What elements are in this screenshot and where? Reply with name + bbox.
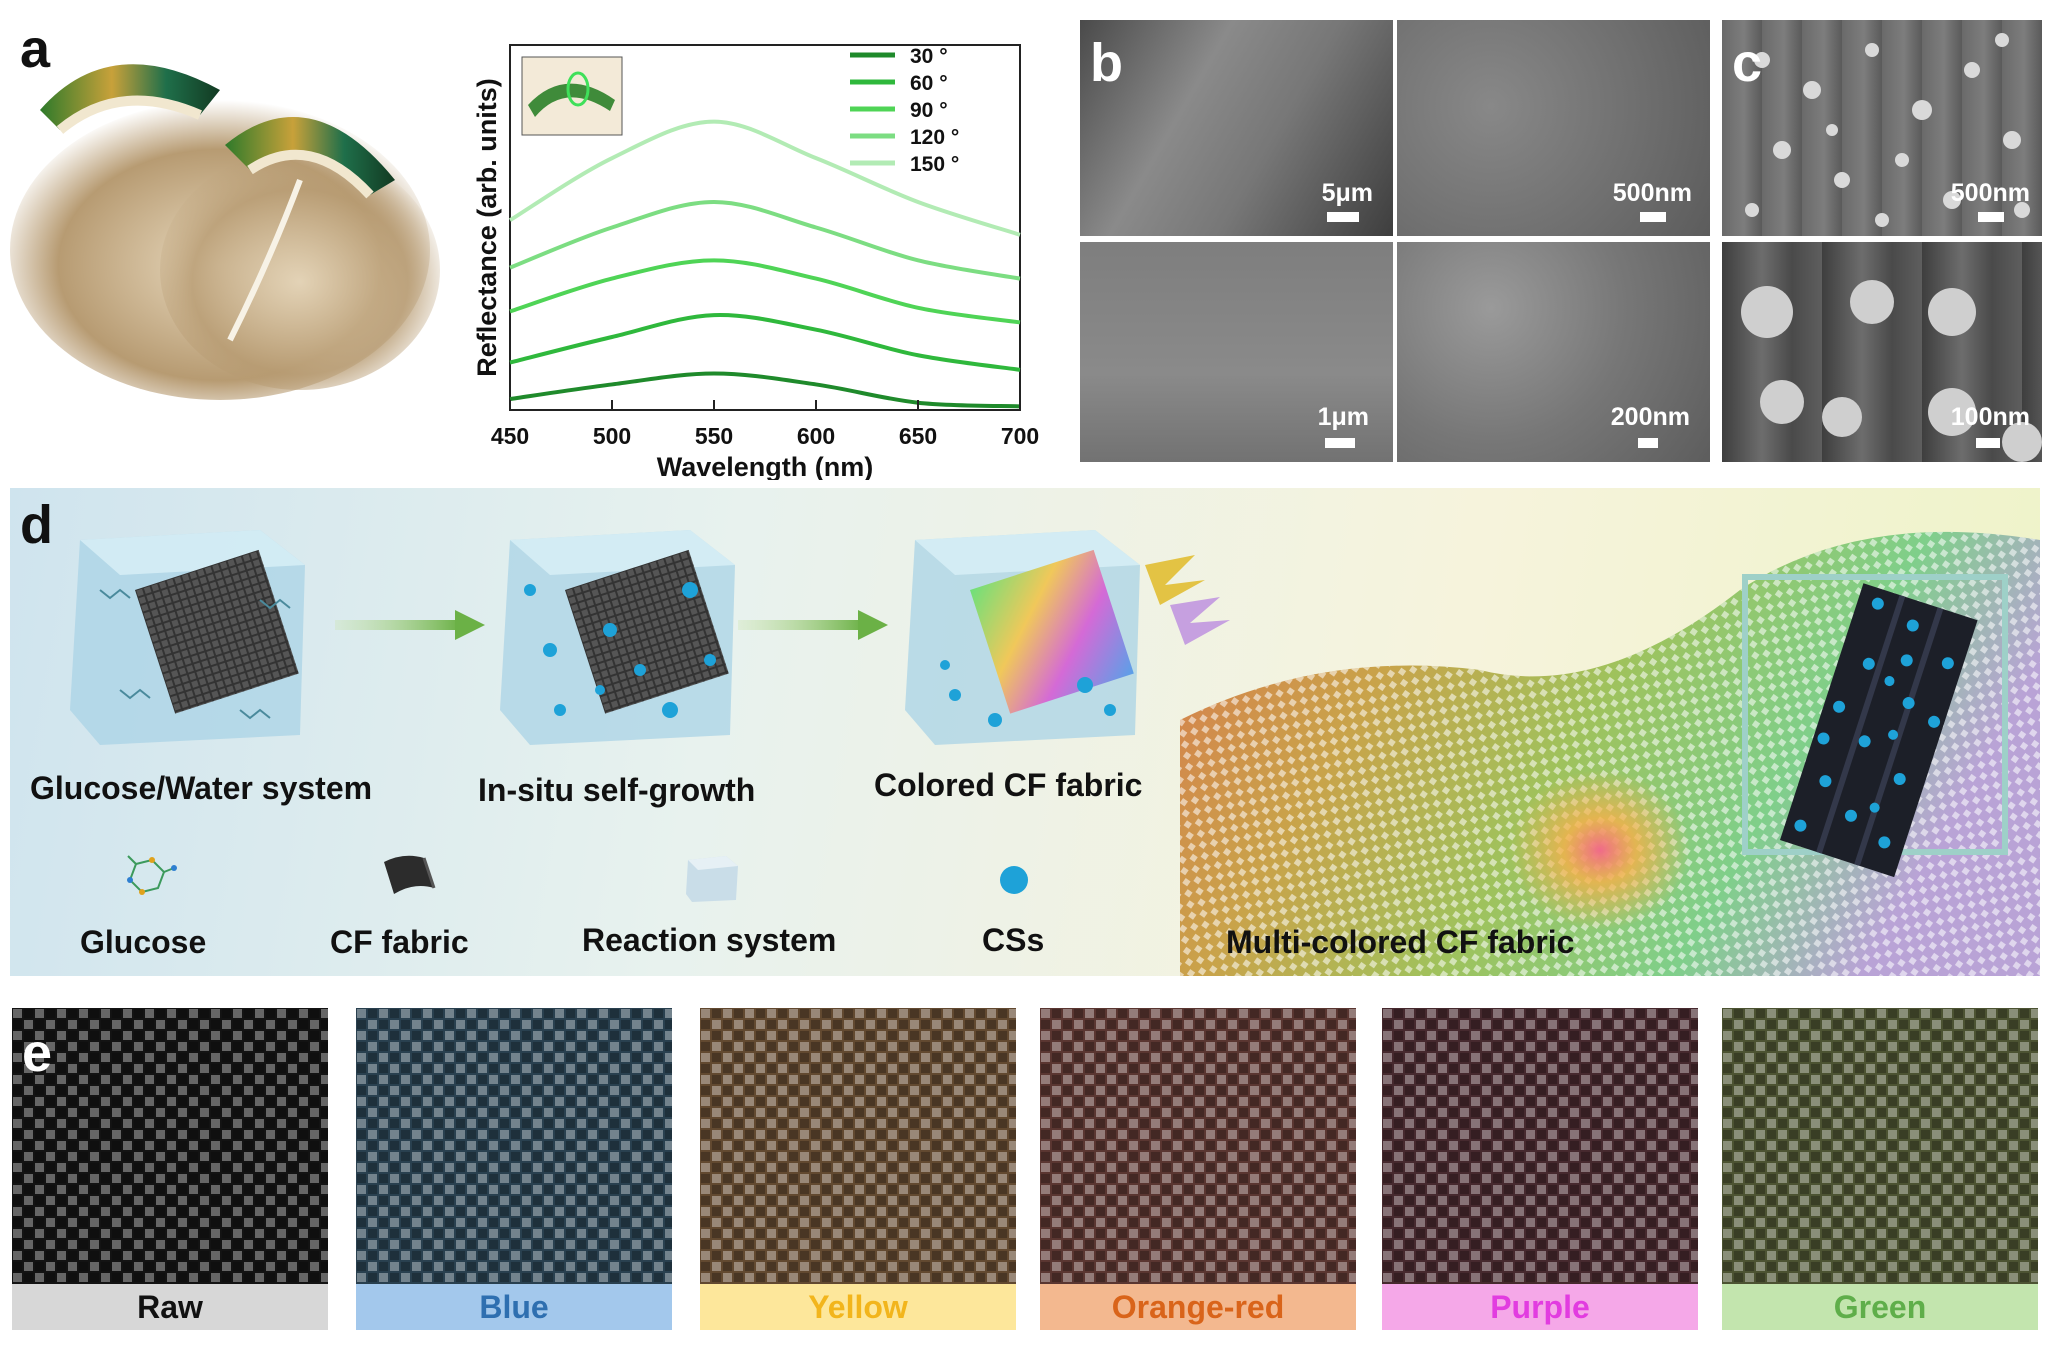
fabric-weave <box>12 1008 328 1284</box>
legend-label-90: 90 ° <box>910 99 948 122</box>
multicolor-fabric-label: Multi-colored CF fabric <box>1226 924 1575 960</box>
sem-b-2: 500nm <box>1397 20 1710 236</box>
inset-feather-shape <box>528 83 615 117</box>
sem-c-2: 100nm <box>1722 242 2042 462</box>
series-line-60 <box>509 313 1021 372</box>
x-tick-label: 500 <box>593 423 631 449</box>
series-line-120 <box>509 199 1021 281</box>
fabric-tiles-row: Raw Blue Yellow Orange-red Purple Green <box>0 1008 2048 1334</box>
x-axis-label: Wavelength (nm) <box>657 452 874 480</box>
x-tick-label: 600 <box>797 423 835 449</box>
fabric-caption: Purple <box>1382 1284 1698 1330</box>
panel-label-a: a <box>20 19 51 79</box>
legend-label-30: 30 ° <box>910 45 948 68</box>
fabric-weave <box>700 1008 1016 1284</box>
legend-label-120: 120 ° <box>910 126 959 149</box>
series-line-150 <box>508 119 1021 237</box>
inset-highlight-ring <box>566 71 590 107</box>
panel-label-b: b <box>1090 33 1123 93</box>
x-tick-label: 650 <box>899 423 937 449</box>
scale-label: 500nm <box>1612 179 1692 207</box>
x-tick-label: 550 <box>695 423 733 449</box>
step-label-self-growth: In-situ self-growth <box>478 772 756 808</box>
fabric-caption: Orange-red <box>1040 1284 1356 1330</box>
y-axis-label: Reflectance (arb. units) <box>472 78 502 377</box>
reflectance-chart: 30 ° 60 ° 90 ° 120 ° 150 ° 450 500 550 600 650 700… <box>472 44 1039 480</box>
legend-label-glucose: Glucose <box>80 924 207 960</box>
legend-label-60: 60 ° <box>910 72 948 95</box>
series-line-30 <box>509 371 1021 409</box>
step-label-glucose-water: Glucose/Water system <box>30 770 373 806</box>
reaction-cube-colored <box>905 530 1230 745</box>
fabric-tile-raw: Raw <box>12 1008 328 1330</box>
fabric-caption: Green <box>1722 1284 2038 1330</box>
x-tick-label: 450 <box>491 423 529 449</box>
legend-label-reaction-system: Reaction system <box>582 922 837 958</box>
legend-label-css: CSs <box>982 922 1045 958</box>
reaction-cube-growth <box>500 530 735 745</box>
sem-b-1: 5μm <box>1080 20 1393 236</box>
peacock-feather-photo <box>10 64 440 400</box>
carbon-sphere-icon <box>1000 866 1028 894</box>
fabric-caption: Raw <box>12 1284 328 1330</box>
fabric-tile-yellow: Yellow <box>700 1008 1016 1330</box>
arrow-icon <box>738 610 888 640</box>
sem-b-3: 1μm <box>1080 242 1393 462</box>
legend-label-cf-fabric: CF fabric <box>330 924 469 960</box>
scale-label: 5μm <box>1321 179 1373 207</box>
fabric-weave <box>356 1008 672 1284</box>
multicolor-fabric-illustration <box>1180 531 2040 976</box>
fabric-caption: Blue <box>356 1284 672 1330</box>
fabric-tile-green: Green <box>1722 1008 2038 1330</box>
panel-label-e: e <box>22 1023 53 1083</box>
glucose-molecule-icon <box>127 855 177 895</box>
panel-label-d: d <box>20 495 53 555</box>
reaction-cube-glucose <box>70 530 305 745</box>
fabric-weave <box>1040 1008 1356 1284</box>
scale-label: 1μm <box>1317 403 1369 431</box>
cf-fabric-icon <box>384 855 436 894</box>
legend-label-150: 150 ° <box>910 153 959 176</box>
x-tick-label: 700 <box>1001 423 1039 449</box>
fabric-weave <box>1382 1008 1698 1284</box>
fabric-weave <box>1722 1008 2038 1284</box>
scale-label: 100nm <box>1950 403 2030 431</box>
panel-label-c: c <box>1732 33 1763 93</box>
plot-frame <box>509 44 1021 411</box>
series-line-90 <box>509 258 1021 325</box>
sem-c-1: 500nm <box>1722 20 2042 236</box>
scale-label: 200nm <box>1610 403 1690 431</box>
scale-label: 500nm <box>1950 179 2030 207</box>
fabric-tile-blue: Blue <box>356 1008 672 1330</box>
fabric-caption: Yellow <box>700 1284 1016 1330</box>
fabric-tile-orange-red: Orange-red <box>1040 1008 1356 1330</box>
reaction-system-icon <box>686 856 738 902</box>
sem-b-4: 200nm <box>1397 242 1710 462</box>
fabric-tile-purple: Purple <box>1382 1008 1698 1330</box>
arrow-icon <box>335 610 485 640</box>
step-label-colored-fabric: Colored CF fabric <box>874 767 1143 803</box>
